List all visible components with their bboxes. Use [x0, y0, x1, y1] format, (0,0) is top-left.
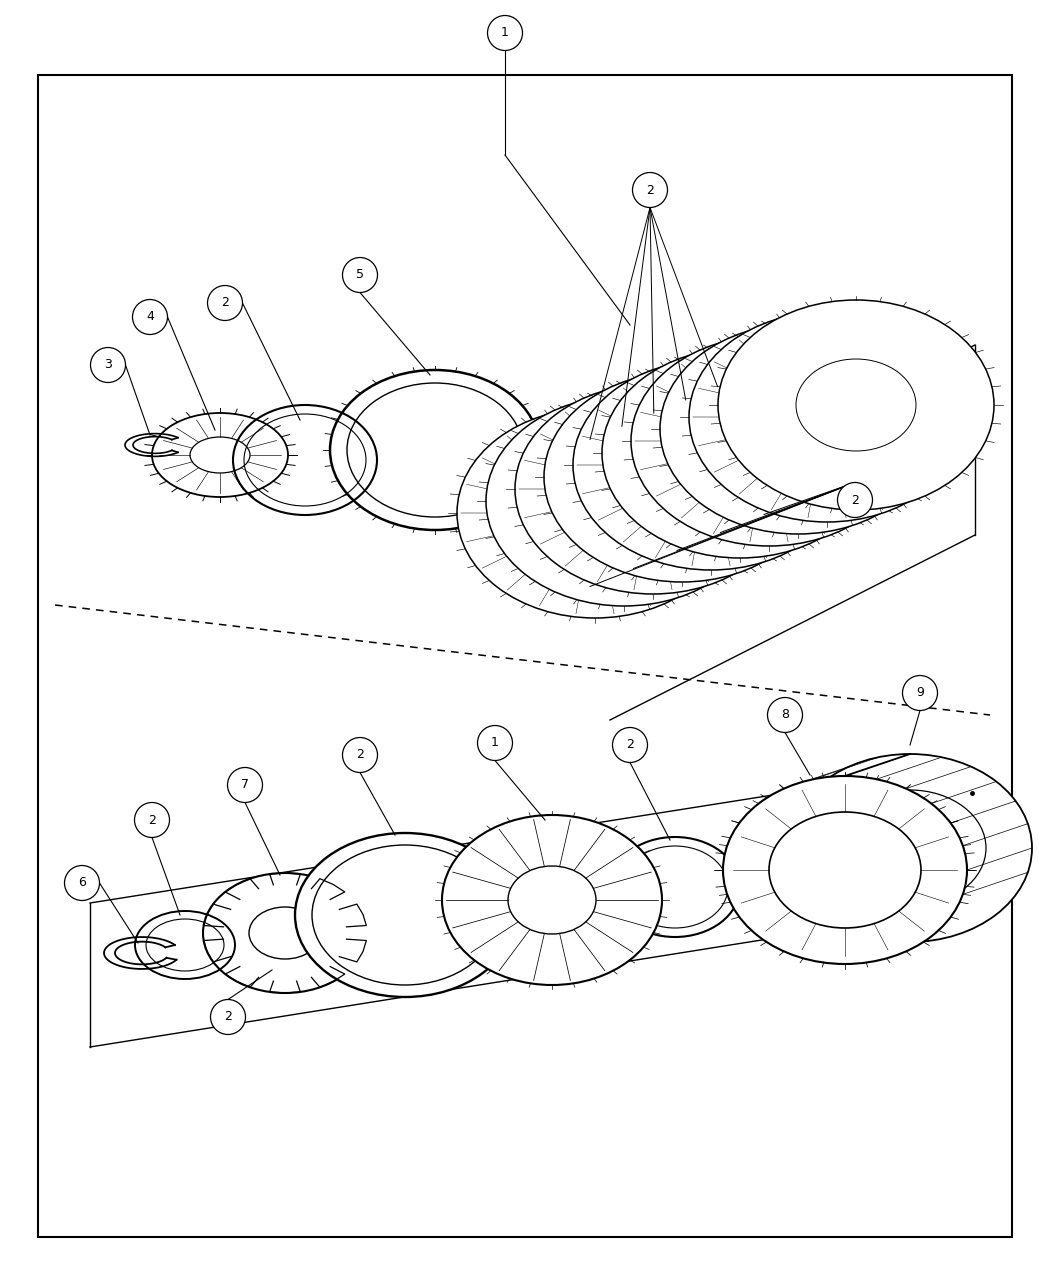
Ellipse shape [610, 836, 740, 937]
Text: 2: 2 [356, 748, 364, 761]
Circle shape [208, 286, 243, 320]
Circle shape [134, 802, 169, 838]
Ellipse shape [709, 395, 830, 487]
Text: 6: 6 [78, 876, 86, 890]
Ellipse shape [442, 815, 662, 986]
Ellipse shape [457, 408, 733, 618]
Text: 2: 2 [626, 738, 634, 751]
Ellipse shape [738, 382, 858, 476]
Ellipse shape [249, 907, 321, 959]
Circle shape [478, 725, 512, 760]
Circle shape [90, 348, 126, 382]
Circle shape [838, 482, 873, 518]
Ellipse shape [689, 312, 965, 521]
Ellipse shape [593, 442, 713, 536]
Ellipse shape [796, 360, 916, 451]
Ellipse shape [723, 776, 967, 964]
Text: 1: 1 [491, 737, 499, 750]
Ellipse shape [766, 371, 887, 463]
Circle shape [210, 1000, 246, 1034]
Ellipse shape [769, 812, 921, 928]
Circle shape [342, 258, 378, 292]
Ellipse shape [203, 873, 368, 993]
Circle shape [768, 697, 802, 733]
Ellipse shape [486, 397, 762, 606]
Ellipse shape [564, 455, 684, 547]
Ellipse shape [312, 845, 498, 986]
Text: 8: 8 [781, 709, 789, 722]
Ellipse shape [660, 324, 936, 534]
Circle shape [487, 15, 523, 51]
Text: 7: 7 [242, 779, 249, 792]
Circle shape [228, 768, 262, 802]
Ellipse shape [651, 419, 771, 511]
Ellipse shape [514, 384, 791, 594]
Ellipse shape [788, 754, 1032, 942]
Text: 2: 2 [148, 813, 156, 826]
Ellipse shape [602, 348, 878, 558]
Text: 5: 5 [356, 269, 364, 282]
Circle shape [64, 866, 100, 900]
Ellipse shape [718, 300, 994, 510]
Circle shape [903, 676, 938, 710]
Circle shape [132, 300, 168, 334]
Circle shape [342, 737, 378, 773]
Text: 1: 1 [501, 27, 509, 40]
Ellipse shape [573, 360, 849, 570]
Text: 9: 9 [916, 686, 924, 700]
Ellipse shape [631, 337, 907, 546]
Ellipse shape [508, 866, 596, 935]
Text: 2: 2 [852, 493, 859, 506]
Ellipse shape [622, 847, 728, 928]
Text: 4: 4 [146, 311, 154, 324]
Ellipse shape [295, 833, 514, 997]
Ellipse shape [622, 431, 742, 523]
Text: 2: 2 [646, 184, 654, 196]
Ellipse shape [544, 372, 820, 581]
Text: 2: 2 [224, 1011, 232, 1024]
Ellipse shape [680, 407, 800, 499]
Circle shape [612, 728, 648, 762]
Circle shape [632, 172, 668, 208]
Ellipse shape [536, 467, 655, 558]
Text: 2: 2 [222, 297, 229, 310]
Text: 3: 3 [104, 358, 112, 371]
